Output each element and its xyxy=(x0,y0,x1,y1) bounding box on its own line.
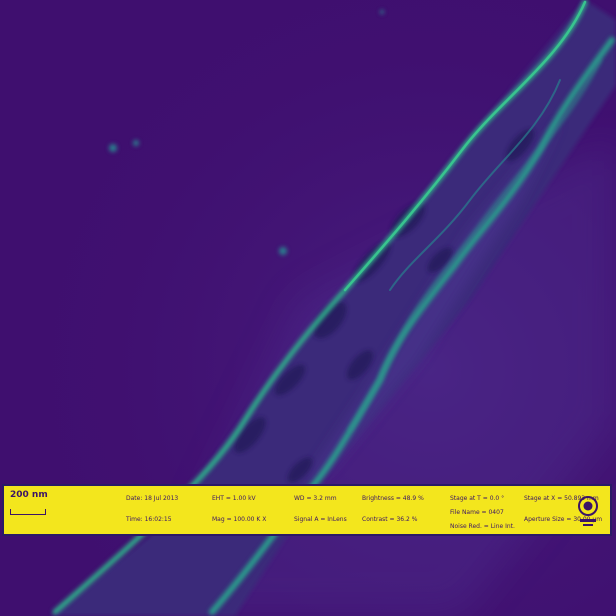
param-mag: Mag = 100.00 K X xyxy=(212,516,267,523)
particles xyxy=(109,10,384,255)
param-file: File Name = 0407 xyxy=(450,509,504,516)
microscope-vendor-logo-icon xyxy=(578,496,598,526)
param-brightness: Brightness = 48.9 % xyxy=(362,495,424,502)
param-eht: EHT = 1.00 kV xyxy=(212,495,256,502)
param-stage-x: Stage at X = 50.893 mm xyxy=(524,495,599,502)
param-contrast: Contrast = 36.2 % xyxy=(362,516,418,523)
scale-label: 200 nm xyxy=(10,490,48,500)
sem-data-bar: 200 nm Date: 18 Jul 2013 EHT = 1.00 kV W… xyxy=(2,484,612,536)
param-signal: Signal A = InLens xyxy=(294,516,347,523)
param-time: Time: 16:02:15 xyxy=(126,516,172,523)
scale-bar xyxy=(10,509,46,515)
param-noise: Noise Red. = Line Int. xyxy=(450,523,515,530)
param-wd: WD = 3.2 mm xyxy=(294,495,337,502)
param-stage-t: Stage at T = 0.0 ° xyxy=(450,495,505,502)
acquisition-parameters: Date: 18 Jul 2013 EHT = 1.00 kV WD = 3.2… xyxy=(126,494,602,530)
param-aperture: Aperture Size = 30.00 µm xyxy=(524,516,603,523)
param-date: Date: 18 Jul 2013 xyxy=(126,495,179,502)
scale-block: 200 nm xyxy=(10,491,56,529)
